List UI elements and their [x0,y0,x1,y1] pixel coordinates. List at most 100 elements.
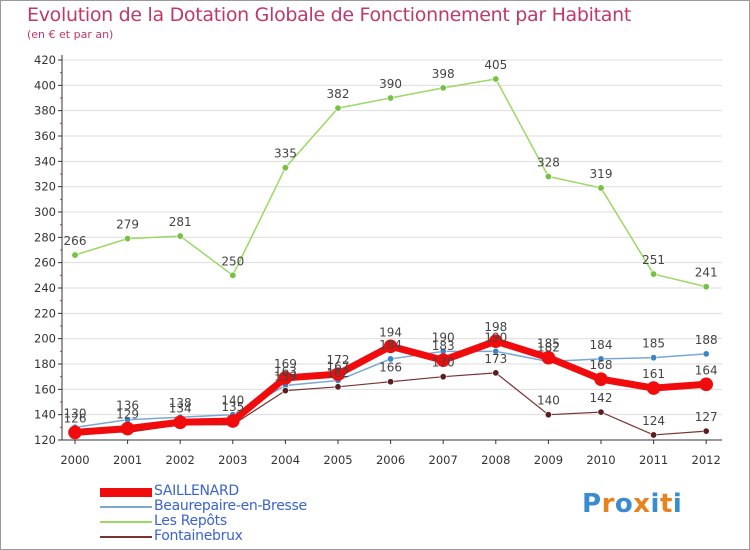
data-point [229,271,237,279]
data-label: 163 [274,365,297,379]
y-tick-label: 160 [34,382,56,396]
legend-swatch [100,536,152,538]
y-tick-label: 260 [34,256,56,270]
data-point [702,350,710,358]
y-tick-label: 240 [34,281,56,295]
x-tick-label: 2002 [166,453,195,467]
data-label: 168 [590,358,613,372]
x-tick-label: 2011 [639,453,668,467]
data-point [387,355,395,363]
data-point [387,94,395,102]
data-point [436,353,451,368]
legend-swatch [100,506,152,508]
data-label: 194 [379,325,402,339]
data-label: 190 [432,330,455,344]
data-label: 182 [537,340,560,354]
x-tick-label: 2008 [481,453,510,467]
y-tick-label: 420 [34,53,56,67]
y-tick-label: 200 [34,332,56,346]
data-point [650,431,658,439]
x-tick-label: 2010 [586,453,615,467]
data-label: 185 [537,337,560,351]
data-point [702,283,710,291]
data-label: 170 [432,356,455,370]
data-point [650,354,658,362]
data-point [387,378,395,386]
logo-letter: r [601,489,615,519]
legend-item: Beaurepaire-en-Bresse [100,498,400,514]
data-label: 183 [432,339,455,353]
data-label: 130 [64,406,87,420]
data-label: 159 [274,370,297,384]
legend-label: Les Repôts [154,513,227,529]
data-point [383,339,398,354]
data-label: 335 [274,147,297,161]
data-label: 172 [327,353,350,367]
data-point [597,184,605,192]
logo-letter: t [659,489,673,519]
data-label: 319 [590,167,613,181]
legend-label: Beaurepaire-en-Bresse [154,498,307,514]
y-tick-label: 280 [34,230,56,244]
data-point [439,373,447,381]
data-label: 129 [116,408,139,422]
series-line [74,78,707,288]
data-label: 173 [484,352,507,366]
legend-item: Fontainebrux [100,528,400,544]
data-point [594,372,608,387]
x-tick-label: 2007 [429,453,458,467]
y-tick-label: 380 [34,104,56,118]
data-label: 251 [642,253,665,267]
data-label: 328 [537,156,560,170]
data-point [492,347,500,355]
data-point [120,421,135,436]
data-point [331,367,345,381]
y-tick-label: 360 [34,129,56,143]
data-point [176,232,184,240]
chart-title: Evolution de la Dotation Globale de Fonc… [27,4,632,26]
y-tick-label: 340 [34,154,56,168]
y-tick-label: 180 [34,357,56,371]
data-point [597,355,605,363]
logo-letter: x [633,489,651,519]
data-point [281,387,289,395]
x-tick-label: 2005 [323,453,352,467]
data-point [334,383,342,391]
data-point [492,75,500,83]
x-tick-label: 2004 [271,453,300,467]
data-label: 184 [590,338,613,352]
data-label: 134 [169,401,192,415]
chart-subtitle: (en € et par an) [27,28,114,41]
data-point [646,381,661,395]
data-point [650,270,658,278]
data-label: 161 [642,367,665,381]
data-point [699,377,714,392]
series-line [71,337,710,436]
data-label: 185 [642,337,665,351]
y-tick-label: 320 [34,180,56,194]
data-point [334,104,342,112]
data-label: 241 [695,266,718,280]
data-label: 198 [484,320,507,334]
data-point [124,235,132,243]
chart-legend: SAILLENARD Beaurepaire-en-Bresse Les Repôt… [100,483,400,544]
data-label: 405 [484,58,507,72]
data-point [173,415,187,430]
legend-label: SAILLENARD [154,483,239,499]
data-point [544,173,552,181]
data-point [439,84,447,92]
legend-item: SAILLENARD [100,483,400,499]
y-tick-label: 120 [34,433,56,447]
data-label: 142 [590,391,613,405]
data-label: 382 [327,87,350,101]
logo-letter: o [614,489,634,519]
data-label: 164 [695,363,718,377]
data-label: 250 [221,254,244,268]
data-label: 140 [221,394,244,408]
data-point [281,164,289,172]
data-point [71,251,79,259]
data-label: 162 [327,366,350,380]
y-tick-label: 400 [34,78,56,92]
data-label: 166 [379,361,402,375]
